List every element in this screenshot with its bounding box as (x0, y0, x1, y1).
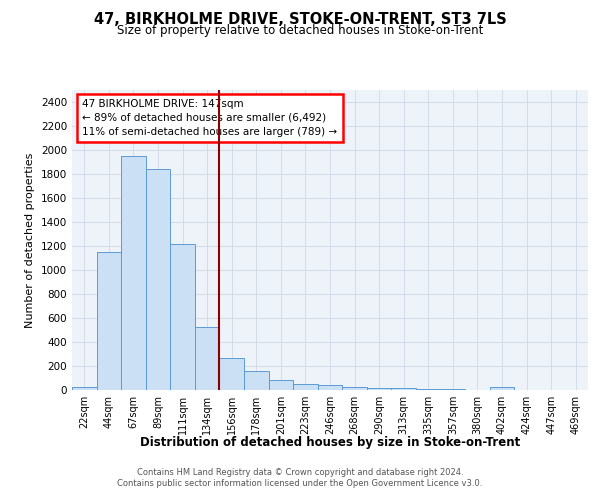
Bar (391, 388, 416, 390)
Bar (440, 389, 465, 390)
Y-axis label: Number of detached properties: Number of detached properties (25, 152, 35, 328)
Text: Contains public sector information licensed under the Open Government Licence v3: Contains public sector information licen… (118, 480, 482, 488)
Text: 47 BIRKHOLME DRIVE: 147sqm
← 89% of detached houses are smaller (6,492)
11% of s: 47 BIRKHOLME DRIVE: 147sqm ← 89% of deta… (82, 99, 337, 137)
Bar (244, 372, 269, 390)
Text: Size of property relative to detached houses in Stoke-on-Trent: Size of property relative to detached ho… (117, 24, 483, 37)
Bar (97, 252, 121, 390)
Bar (318, 385, 342, 390)
Bar (72, 387, 97, 390)
Bar (170, 244, 195, 390)
Text: Contains HM Land Registry data © Crown copyright and database right 2024.: Contains HM Land Registry data © Crown c… (137, 468, 463, 477)
Bar (367, 388, 391, 390)
Bar (490, 388, 514, 390)
Text: Distribution of detached houses by size in Stoke-on-Trent: Distribution of detached houses by size … (140, 436, 520, 449)
Bar (293, 384, 318, 390)
Bar (121, 156, 146, 390)
Bar (195, 327, 220, 390)
Bar (342, 387, 367, 390)
Bar (269, 380, 293, 390)
Bar (220, 358, 244, 390)
Text: 47, BIRKHOLME DRIVE, STOKE-ON-TRENT, ST3 7LS: 47, BIRKHOLME DRIVE, STOKE-ON-TRENT, ST3… (94, 12, 506, 28)
Bar (146, 169, 170, 390)
